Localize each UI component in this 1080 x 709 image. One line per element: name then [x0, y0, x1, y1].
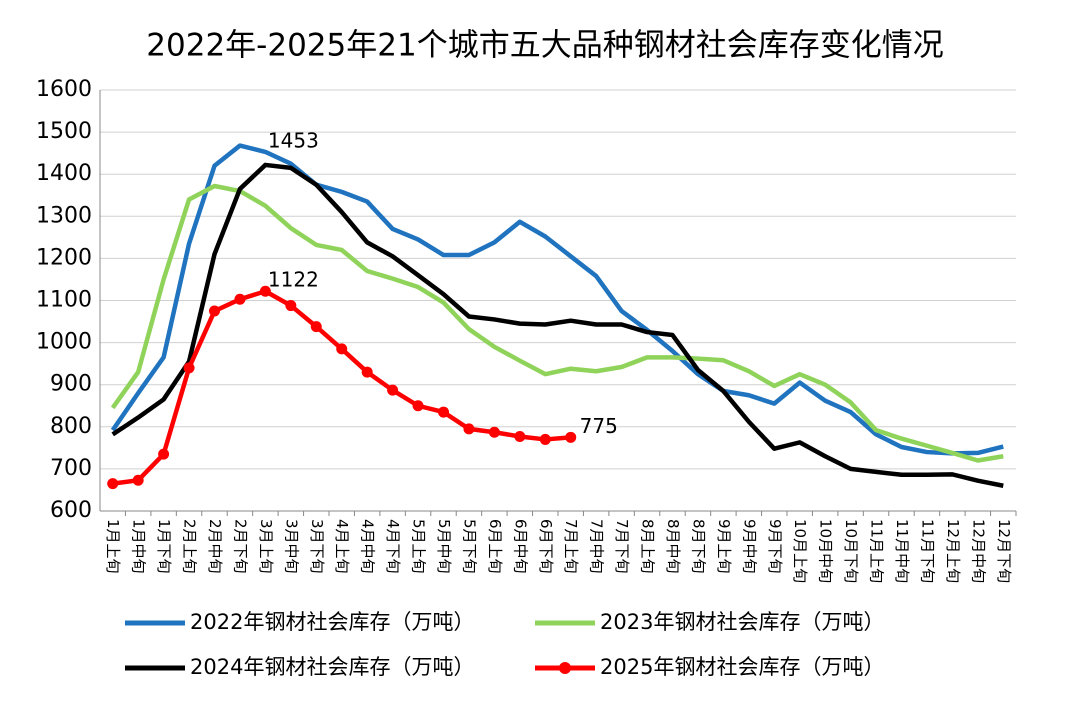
series-marker — [285, 300, 297, 312]
chart-title: 2022年-2025年21个城市五大品种钢材社会库存变化情况 — [146, 28, 943, 64]
series-marker — [463, 423, 475, 435]
legend-label: 2022年钢材社会库存（万吨） — [190, 610, 474, 634]
x-tick-label: 12月上旬 — [944, 519, 962, 583]
x-tick-label: 8月上旬 — [639, 519, 657, 574]
x-tick-label: 3月下旬 — [308, 519, 326, 574]
x-tick-label: 5月上旬 — [410, 519, 428, 574]
series-marker — [565, 431, 577, 443]
series-marker — [412, 400, 424, 412]
y-tick-label: 1600 — [36, 77, 92, 102]
y-tick-label: 1300 — [36, 203, 92, 228]
x-tick-label: 2月下旬 — [231, 519, 249, 574]
annotation: 1122 — [268, 268, 319, 292]
x-tick-label: 9月上旬 — [715, 519, 733, 574]
series-marker — [158, 448, 170, 460]
x-tick-label: 7月下旬 — [613, 519, 631, 574]
series-marker — [107, 478, 119, 490]
series-line — [110, 143, 1004, 456]
series-marker — [209, 305, 220, 317]
x-tick-label: 8月中旬 — [664, 519, 682, 574]
x-tick-label: 10月上旬 — [791, 519, 809, 583]
x-tick-label: 8月下旬 — [689, 519, 707, 574]
x-tick-label: 5月中旬 — [435, 519, 453, 574]
x-tick-label: 1月上旬 — [104, 519, 122, 574]
x-tick-label: 5月下旬 — [460, 519, 478, 574]
x-tick-label: 9月中旬 — [740, 519, 758, 574]
y-tick-label: 1200 — [36, 245, 92, 270]
y-tick-label: 800 — [50, 414, 92, 439]
series-marker — [183, 362, 195, 374]
x-tick-label: 10月下旬 — [842, 519, 860, 583]
x-tick-label: 7月上旬 — [562, 519, 580, 574]
x-tick-label: 3月上旬 — [257, 519, 275, 574]
x-tick-label: 6月中旬 — [511, 519, 529, 574]
y-tick-label: 1400 — [36, 161, 92, 186]
x-tick-label: 11月中旬 — [893, 519, 911, 583]
x-tick-label: 6月下旬 — [537, 519, 555, 574]
x-tick-label: 4月中旬 — [359, 519, 377, 574]
y-tick-label: 1100 — [36, 288, 92, 313]
x-tick-label: 6月上旬 — [486, 519, 504, 574]
series-marker — [259, 285, 271, 297]
x-tick-label: 1月中旬 — [130, 519, 148, 574]
x-tick-label: 3月中旬 — [282, 519, 300, 574]
x-tick-label: 12月下旬 — [995, 519, 1013, 583]
x-tick-label: 4月下旬 — [384, 519, 402, 574]
x-tick-label: 2月中旬 — [206, 519, 224, 574]
y-tick-label: 600 — [50, 498, 92, 523]
legend-label: 2025年钢材社会库存（万吨） — [600, 655, 884, 679]
series-marker — [132, 474, 144, 486]
x-tick-label: 9月下旬 — [766, 519, 784, 574]
x-tick-label: 7月中旬 — [588, 519, 606, 574]
series-line — [110, 183, 1004, 463]
series-marker — [539, 433, 551, 445]
legend-label: 2023年钢材社会库存（万吨） — [600, 610, 884, 634]
x-tick-label: 2月上旬 — [181, 519, 199, 574]
x-tick-label: 12月中旬 — [969, 519, 987, 583]
annotation: 1453 — [268, 128, 319, 152]
series-marker — [387, 384, 399, 396]
series-line — [111, 162, 1004, 488]
series-marker — [234, 293, 246, 305]
series-marker — [361, 366, 373, 378]
x-tick-label: 1月下旬 — [155, 519, 173, 574]
series-marker — [438, 406, 449, 418]
series-marker — [336, 343, 348, 355]
x-tick-label: 11月下旬 — [918, 519, 936, 583]
legend-label: 2024年钢材社会库存（万吨） — [190, 655, 474, 679]
y-tick-label: 1000 — [36, 330, 92, 355]
series-marker — [488, 426, 500, 438]
x-tick-label: 4月上旬 — [333, 519, 351, 574]
x-tick-label: 11月上旬 — [868, 519, 886, 583]
y-tick-label: 1500 — [36, 119, 92, 144]
series-marker — [310, 321, 322, 333]
series-marker — [514, 430, 526, 442]
annotation: 775 — [580, 414, 618, 438]
x-tick-label: 10月中旬 — [817, 519, 835, 583]
y-tick-label: 700 — [50, 456, 92, 481]
legend-marker — [559, 662, 571, 674]
y-tick-label: 900 — [50, 372, 92, 397]
